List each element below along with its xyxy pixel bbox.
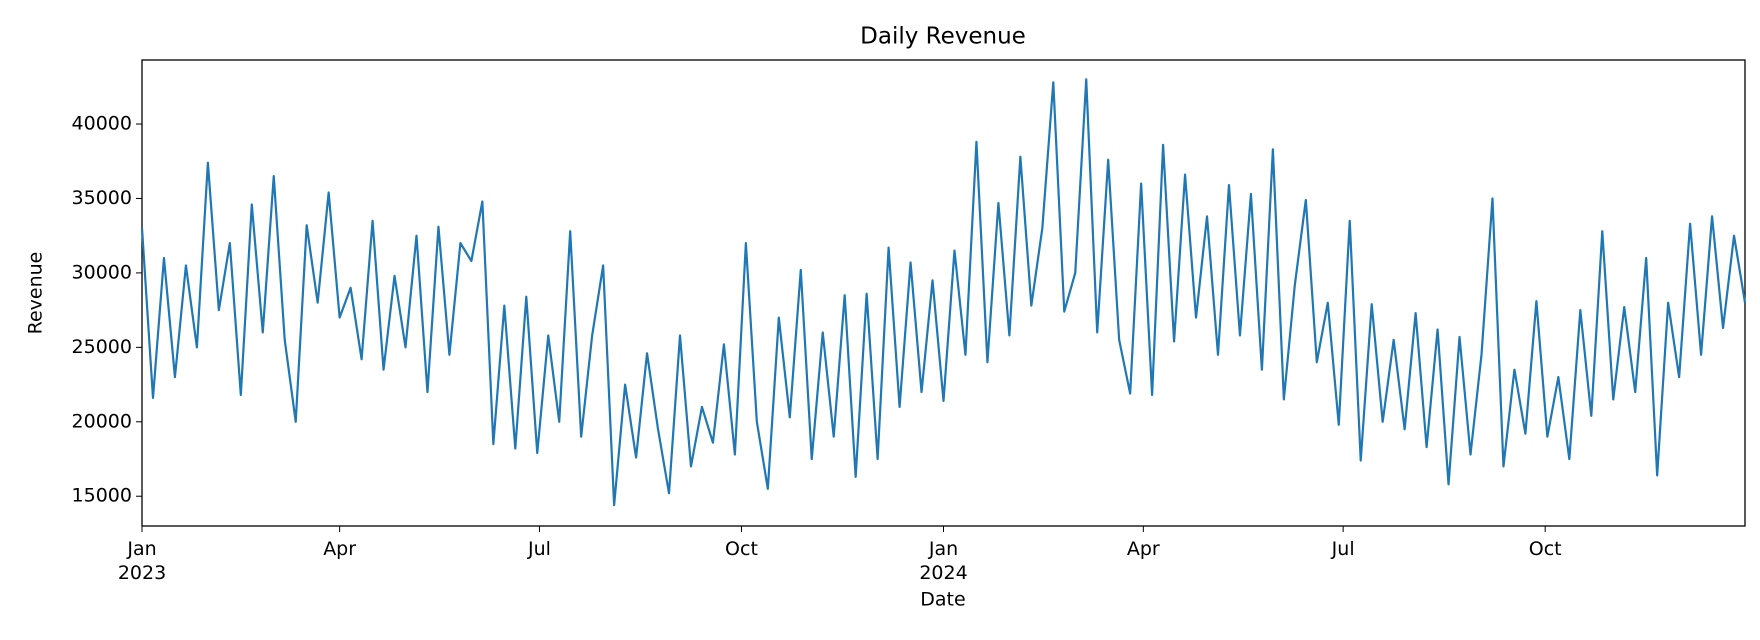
y-tick-label: 25000 — [72, 336, 132, 358]
x-tick-label: Jul — [1331, 538, 1355, 560]
x-tick-label: Oct — [1528, 538, 1562, 560]
line — [140, 78, 1747, 507]
y-tick-label: 20000 — [72, 410, 132, 432]
y-tick-label: 30000 — [72, 261, 132, 283]
y-tick-label: 40000 — [72, 113, 132, 135]
x-tick-label: Jan 2024 — [919, 538, 968, 584]
y-axis-label: Revenue — [25, 252, 47, 335]
x-tick-label: Jul — [527, 538, 551, 560]
y-tick-label: 35000 — [72, 187, 132, 209]
x-tick-label: Apr — [1126, 538, 1160, 560]
x-axis-label: Date — [920, 589, 965, 611]
chart-title: Daily Revenue — [860, 24, 1026, 50]
x-tick-label: Oct — [725, 538, 758, 560]
y-tick-label: 15000 — [72, 485, 132, 507]
x-tick-label: Jan 2023 — [117, 538, 167, 584]
x-tick-label: Apr — [323, 538, 357, 560]
